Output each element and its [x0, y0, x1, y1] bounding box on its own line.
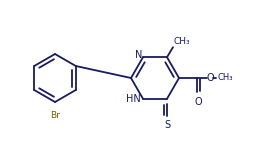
Text: N: N [135, 50, 142, 60]
Text: O: O [206, 73, 214, 83]
Text: O: O [195, 97, 202, 107]
Text: CH₃: CH₃ [217, 74, 233, 82]
Text: Br: Br [50, 111, 60, 120]
Text: S: S [164, 120, 170, 130]
Text: HN: HN [126, 94, 141, 104]
Text: CH₃: CH₃ [174, 37, 191, 46]
